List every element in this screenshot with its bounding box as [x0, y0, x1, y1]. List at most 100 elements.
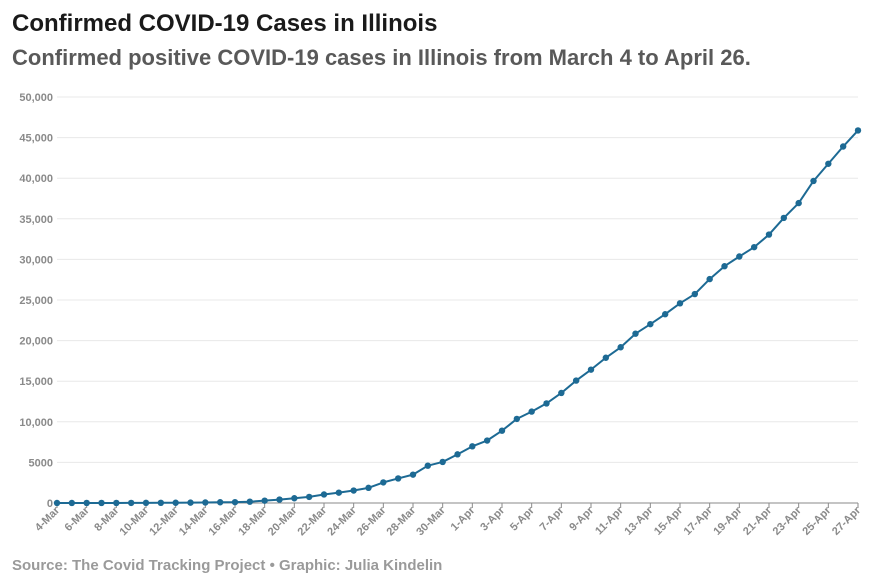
x-tick-label: 12-Mar — [147, 504, 181, 538]
y-tick-label: 50,000 — [19, 92, 53, 104]
y-tick-label: 45,000 — [19, 133, 53, 145]
data-point[interactable] — [394, 475, 402, 482]
data-point[interactable] — [706, 275, 713, 283]
chart-subtitle: Confirmed positive COVID-19 cases in Ill… — [12, 45, 751, 70]
y-tick-label: 40,000 — [19, 173, 53, 185]
x-tick-label: 7-Apr — [538, 504, 567, 533]
series-line-confirmed-cases — [56, 129, 859, 504]
data-point[interactable] — [127, 499, 135, 507]
data-point[interactable] — [780, 214, 788, 222]
data-point[interactable] — [543, 400, 550, 407]
data-point[interactable] — [380, 479, 387, 486]
data-point[interactable] — [750, 243, 758, 251]
x-tick-label: 26-Mar — [355, 504, 389, 538]
x-tick-label: 21-Apr — [741, 504, 775, 538]
x-tick-label: 28-Mar — [385, 504, 419, 538]
series — [53, 127, 862, 507]
x-tick-label: 3-Apr — [478, 504, 507, 533]
data-point[interactable] — [498, 427, 506, 434]
data-point[interactable] — [365, 484, 372, 492]
y-tick-label: 25,000 — [19, 295, 53, 307]
y-tick-label: 35,000 — [19, 214, 53, 226]
data-point[interactable] — [765, 231, 773, 238]
y-tick-label: 5000 — [29, 457, 53, 469]
x-tick-label: 10-Mar — [118, 504, 152, 538]
x-tick-label: 11-Apr — [593, 504, 626, 537]
data-point[interactable] — [558, 389, 565, 397]
x-tick-label: 23-Apr — [771, 504, 805, 538]
data-point[interactable] — [68, 499, 76, 507]
y-tick-label: 0 — [47, 498, 53, 510]
data-point[interactable] — [113, 499, 120, 507]
data-point[interactable] — [424, 462, 432, 469]
data-point[interactable] — [810, 177, 817, 185]
data-point[interactable] — [587, 366, 595, 373]
x-tick-label: 22-Mar — [296, 504, 330, 538]
x-tick-label: 5-Apr — [508, 504, 537, 533]
x-tick-label: 13-Apr — [622, 504, 656, 538]
x-tick-labels: 4-Mar 6-Mar 8-Mar10-Mar12-Mar14-Mar16-Mar1… — [33, 504, 864, 538]
x-tick-label: 17-Apr — [682, 504, 716, 538]
data-point[interactable] — [305, 493, 313, 501]
x-tick-label: 15-Apr — [652, 504, 686, 538]
data-point[interactable] — [320, 491, 328, 498]
x-tick-label: 20-Mar — [266, 504, 300, 538]
data-point[interactable] — [98, 499, 105, 507]
data-point[interactable] — [231, 498, 239, 506]
data-point[interactable] — [513, 415, 521, 423]
data-point[interactable] — [202, 499, 209, 506]
x-tick-label: 6-Mar — [63, 504, 93, 534]
data-point[interactable] — [157, 499, 165, 506]
data-point[interactable] — [454, 451, 461, 458]
data-point[interactable] — [246, 498, 254, 505]
data-point[interactable] — [439, 458, 446, 466]
y-tick-label: 20,000 — [19, 336, 53, 348]
data-point[interactable] — [83, 499, 90, 507]
x-tick-label: 30-Mar — [414, 504, 448, 538]
data-point[interactable] — [142, 499, 150, 507]
data-point[interactable] — [276, 496, 283, 503]
data-point[interactable] — [528, 408, 535, 415]
data-point[interactable] — [291, 495, 298, 502]
data-point[interactable] — [825, 160, 832, 167]
data-point[interactable] — [409, 471, 417, 478]
data-point[interactable] — [736, 253, 743, 260]
x-tick-label: 24-Mar — [325, 504, 359, 538]
data-point[interactable] — [647, 320, 654, 328]
data-point[interactable] — [483, 437, 491, 444]
data-point[interactable] — [261, 497, 268, 504]
x-tick-label: 18-Mar — [236, 504, 270, 538]
data-point[interactable] — [469, 443, 476, 450]
data-point[interactable] — [172, 499, 179, 506]
data-point[interactable] — [676, 300, 684, 307]
data-point[interactable] — [661, 311, 669, 318]
x-tick-label: 14-Mar — [177, 504, 211, 538]
data-point[interactable] — [572, 377, 580, 384]
data-point[interactable] — [721, 263, 728, 270]
data-point[interactable] — [602, 354, 610, 361]
data-point[interactable] — [187, 499, 194, 506]
chart-title: Confirmed COVID-19 Cases in Illinois — [12, 10, 438, 37]
data-point[interactable] — [795, 199, 802, 207]
data-point[interactable] — [53, 499, 61, 507]
source-credit: Source: The Covid Tracking Project • Gra… — [12, 557, 443, 574]
x-tick-label: 27-Apr — [830, 504, 864, 538]
y-tick-label: 30,000 — [19, 254, 53, 266]
data-point[interactable] — [335, 489, 343, 496]
y-tick-labels: 0 5000 10,000 15,000 20,000 25,000 30,000 35,00… — [19, 92, 53, 510]
y-tick-label: 10,000 — [19, 417, 53, 429]
gridlines — [57, 96, 858, 463]
data-point[interactable] — [350, 487, 357, 494]
data-point[interactable] — [839, 143, 847, 150]
data-point[interactable] — [854, 127, 862, 134]
x-tick-label: 19-Apr — [711, 504, 745, 538]
x-tick-label: 16-Mar — [207, 504, 241, 538]
data-point[interactable] — [632, 330, 639, 337]
data-point[interactable] — [617, 344, 624, 351]
y-tick-label: 15,000 — [19, 376, 53, 388]
x-tick-label: 25-Apr — [800, 504, 834, 538]
data-point[interactable] — [691, 290, 699, 298]
data-point[interactable] — [216, 499, 224, 506]
x-tick-label: 1-Apr — [449, 504, 478, 533]
